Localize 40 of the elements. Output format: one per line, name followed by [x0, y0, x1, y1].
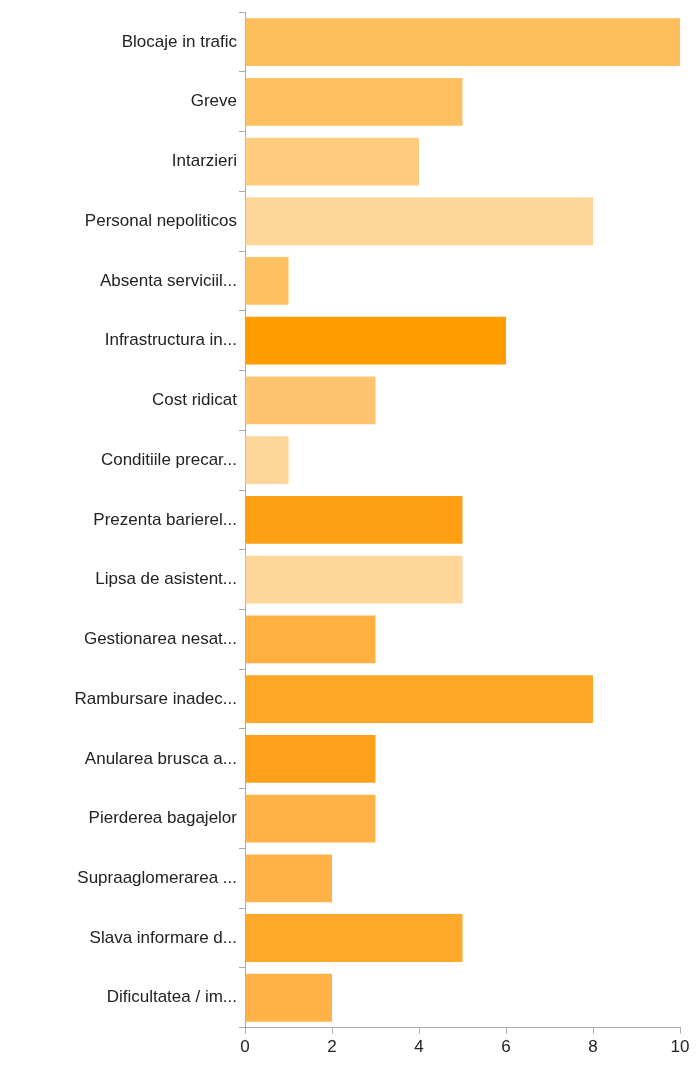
y-tick-label: Intarzieri	[171, 151, 237, 171]
bar	[245, 316, 506, 365]
bar	[245, 854, 332, 903]
bar	[245, 77, 463, 126]
bar	[245, 555, 463, 604]
bar	[245, 734, 376, 783]
x-tick-label: 0	[240, 1037, 250, 1057]
y-tick-label: Dificultatea / im...	[106, 987, 237, 1007]
x-tick-label: 6	[501, 1037, 511, 1057]
bar	[245, 137, 419, 186]
y-tick-label: Personal nepoliticos	[84, 210, 237, 230]
bar	[245, 675, 593, 723]
x-tick-label: 2	[327, 1037, 337, 1057]
y-tick-label: Anularea brusca a...	[84, 748, 237, 768]
y-tick-label: Slava informare d...	[89, 927, 237, 947]
y-tick-label: Rambursare inadec...	[74, 688, 237, 708]
y-tick-label: Lipsa de asistent...	[95, 569, 237, 589]
y-tick-label: Supraaglomerarea ...	[77, 867, 237, 887]
y-tick-label: Conditiile precar...	[100, 449, 237, 469]
bar	[245, 436, 289, 485]
x-tick-label: 8	[588, 1037, 598, 1057]
y-tick-label: Pierderea bagajelor	[88, 808, 238, 828]
bar	[245, 973, 332, 1022]
y-tick-label: Infrastructura in...	[104, 330, 237, 350]
bar	[245, 18, 680, 66]
y-tick-label: Prezenta barierel...	[93, 509, 237, 529]
bar	[245, 615, 376, 664]
y-tick-label: Gestionarea nesat...	[83, 629, 237, 649]
y-tick-label: Absenta serviciil...	[100, 270, 237, 290]
y-tick-label: Greve	[190, 91, 237, 111]
x-tick-label: 10	[670, 1037, 690, 1057]
bar	[245, 197, 593, 246]
bar	[245, 914, 463, 962]
bar	[245, 794, 376, 843]
y-tick-label: Cost ridicat	[151, 390, 238, 410]
bar	[245, 496, 463, 544]
y-tick-label: Blocaje in trafic	[121, 31, 238, 51]
x-tick-label: 4	[414, 1037, 424, 1057]
bar	[245, 376, 376, 425]
bar	[245, 257, 289, 305]
